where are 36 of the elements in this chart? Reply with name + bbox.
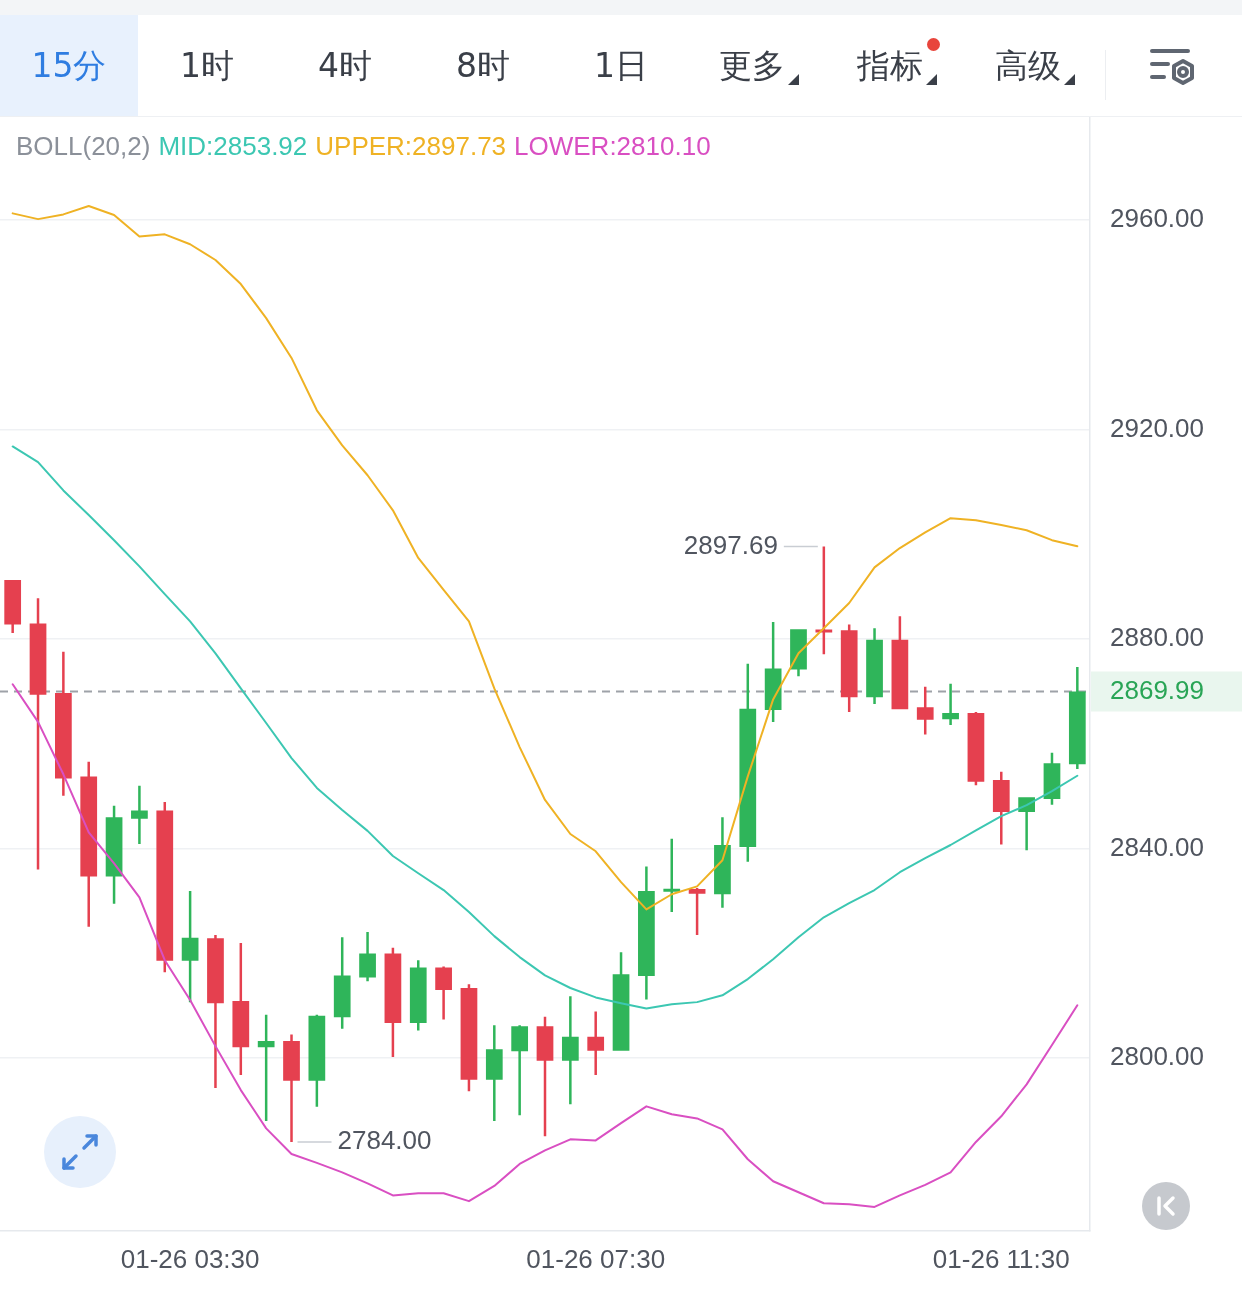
candlestick: [992, 771, 1010, 845]
x-tick-label: 01-26 11:30: [932, 1243, 1070, 1274]
candlestick: [435, 966, 452, 1020]
x-tick-label: 01-26 03:30: [120, 1243, 260, 1274]
candlestick: [131, 785, 148, 844]
legend-title: BOLL(20,2): [16, 131, 151, 162]
text: LOWER:2810.10: [514, 131, 711, 162]
y-tick-label: 2800.00: [1110, 1041, 1204, 1072]
text: 4时: [318, 45, 372, 86]
text: UPPER:2897.73: [315, 131, 507, 162]
y-tick-label: 2869.99: [1110, 674, 1204, 705]
text: 8时: [456, 45, 510, 86]
selected-tab: 15分: [0, 15, 138, 116]
x-tick-label: 01-26 07:30: [526, 1243, 666, 1274]
y-tick-label: 2840.00: [1110, 831, 1204, 862]
text: 1时: [180, 45, 234, 86]
candlestick: [359, 931, 376, 982]
y-tick-label: 2960.00: [1110, 203, 1204, 234]
candlestick: [587, 1011, 605, 1075]
candlestick: [511, 1025, 529, 1116]
y-tick-label: 2920.00: [1110, 412, 1204, 443]
candlestick: [485, 1025, 503, 1122]
text: MID:2853.92: [158, 131, 308, 162]
text: 指标: [857, 45, 923, 86]
y-tick-label: 2880.00: [1110, 622, 1204, 653]
candlestick: [207, 935, 224, 1089]
candlestick: [561, 996, 579, 1105]
annotation: 2784.00: [337, 1125, 432, 1156]
candlestick: [4, 579, 22, 633]
text: 高级: [995, 45, 1061, 86]
text: 1日: [594, 45, 648, 86]
annotation: 2897.69: [683, 529, 778, 560]
candlestick: [283, 1034, 300, 1142]
candlestick: [663, 838, 681, 913]
text: 更多: [719, 45, 785, 86]
candlestick: [942, 683, 959, 726]
